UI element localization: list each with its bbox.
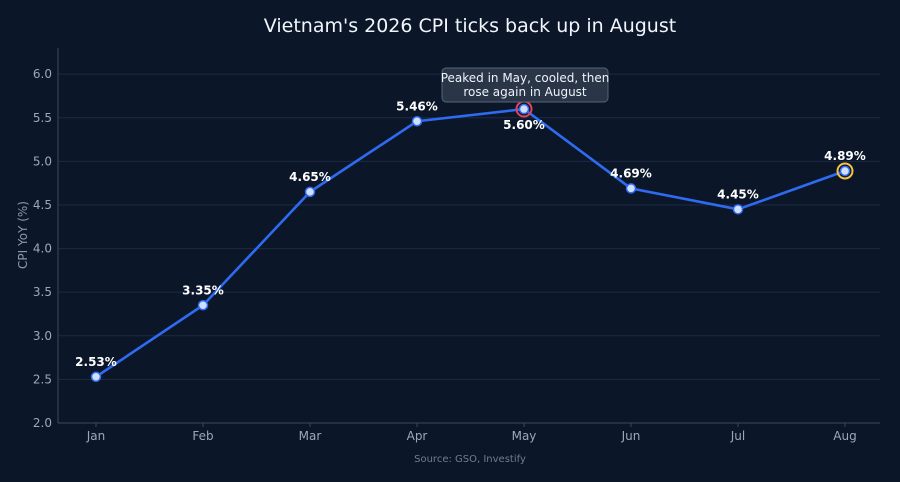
source-note: Source: GSO, Investify — [414, 454, 526, 465]
y-tick-label: 6.0 — [33, 67, 52, 81]
series-cpi — [90, 100, 854, 383]
data-label: 4.65% — [289, 170, 331, 184]
x-tick-label: Jul — [730, 429, 745, 443]
y-axis-label: CPI YoY (%) — [16, 201, 30, 269]
data-label: 4.89% — [824, 149, 866, 163]
y-tick-label: 4.0 — [33, 242, 52, 256]
data-label: 2.53% — [75, 355, 117, 369]
data-label: 4.45% — [717, 187, 759, 201]
annotation-text: Peaked in May, cooled, then — [441, 71, 610, 85]
data-point — [411, 116, 423, 127]
annotation-text: rose again in August — [463, 85, 587, 99]
data-label: 5.60% — [503, 118, 545, 132]
data-point — [304, 186, 316, 198]
chart-title: Vietnam's 2026 CPI ticks back up in Augu… — [264, 15, 676, 37]
y-tick-label: 2.5 — [33, 372, 52, 386]
x-tick-label: May — [512, 429, 537, 443]
data-label: 3.35% — [182, 283, 224, 297]
y-tick-label: 5.5 — [33, 111, 52, 125]
data-labels: 2.53% 3.35% 4.65% 5.46% 5.60% 4.69% 4.45% 4.89% — [75, 99, 866, 369]
x-tick-label: Apr — [407, 429, 428, 443]
y-tick-labels: 2.0 2.5 3.0 3.5 4.0 4.5 5.0 5.5 6.0 — [33, 67, 52, 430]
grid-lines — [58, 73, 880, 424]
y-tick-label: 5.0 — [33, 154, 52, 168]
data-point — [197, 300, 209, 311]
x-tick-label: Jan — [86, 429, 106, 443]
data-label: 5.46% — [396, 99, 438, 113]
y-tick-label: 2.0 — [33, 416, 52, 430]
data-label: 4.69% — [610, 166, 652, 180]
annotation-box — [441, 67, 609, 103]
y-tick-label: 3.0 — [33, 329, 52, 343]
x-tick-label: Feb — [192, 429, 213, 443]
data-point — [90, 371, 102, 383]
latest-highlight-ring — [836, 162, 854, 180]
x-tick-labels: Jan Feb Mar Apr May Jun Jul Aug — [86, 429, 857, 443]
series-line — [94, 107, 847, 379]
data-point — [625, 183, 637, 194]
data-point — [839, 165, 851, 177]
data-point — [732, 204, 744, 215]
x-tick-label: Jun — [621, 429, 641, 443]
y-tick-label: 3.5 — [33, 285, 52, 299]
x-tick-label: Mar — [299, 429, 322, 443]
data-point — [518, 103, 530, 115]
y-tick-label: 4.5 — [33, 198, 52, 212]
x-tick-label: Aug — [833, 429, 856, 443]
axes — [57, 48, 880, 427]
